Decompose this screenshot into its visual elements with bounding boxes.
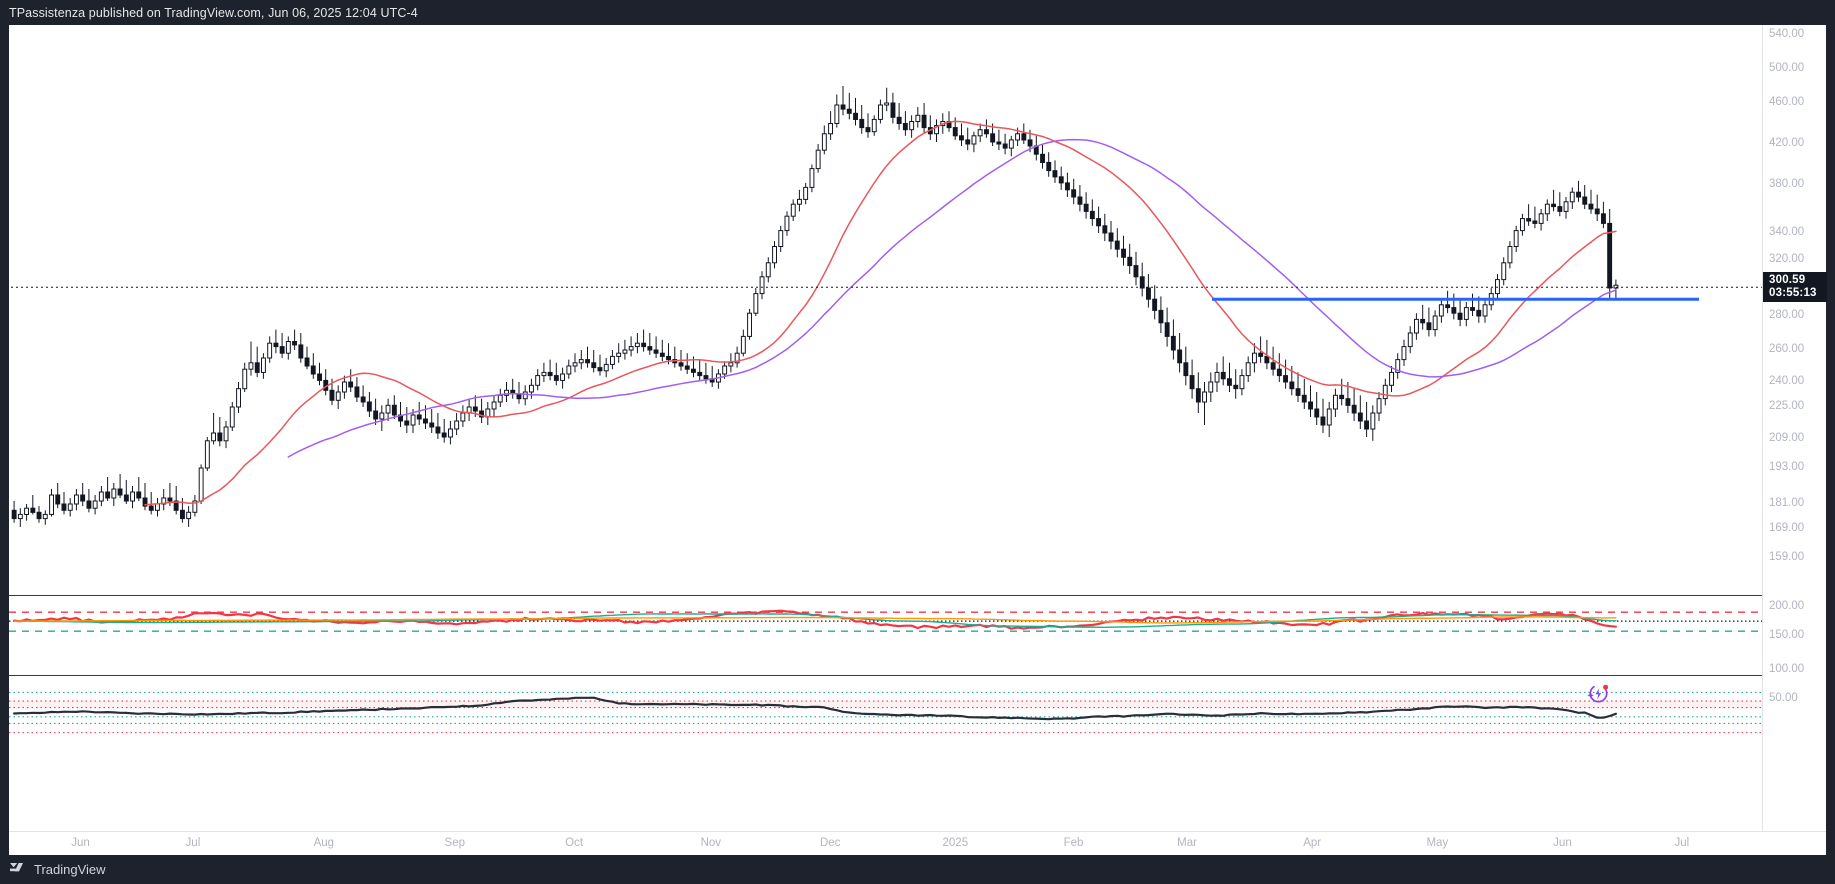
ma-fast-line — [144, 120, 1617, 506]
price-tick: 169.00 — [1769, 522, 1805, 534]
bar-countdown: 03:55:13 — [1769, 287, 1817, 300]
ma-slow-line — [287, 138, 1617, 458]
trend-oscillator-line — [13, 696, 1617, 721]
indicator-price-tick: 150.00 — [1769, 629, 1805, 641]
time-tick: Apr — [1303, 837, 1322, 849]
price-tick: 460.00 — [1769, 96, 1805, 108]
price-tick: 380.00 — [1769, 178, 1805, 190]
price-tick: 209.00 — [1769, 432, 1805, 444]
price-tick: 500.00 — [1769, 62, 1805, 74]
tradingview-logo[interactable]: TradingView — [10, 862, 106, 877]
indicator-price-tick: 200.00 — [1769, 600, 1805, 612]
time-tick: Aug — [313, 837, 335, 849]
price-scale[interactable]: 540.00 500.00 460.00 420.00 380.00 340.00 320.… — [1762, 25, 1827, 831]
time-tick: Oct — [565, 837, 584, 849]
price-tick: 340.00 — [1769, 226, 1805, 238]
time-tick: Jul — [185, 837, 201, 849]
price-tick: 193.00 — [1769, 461, 1805, 473]
footer-bar: TradingView — [0, 855, 1835, 884]
momentum-smooth-green-line — [13, 613, 1617, 628]
indicator-trend-svg — [9, 691, 1762, 734]
price-pane[interactable] — [9, 25, 1762, 595]
time-tick: Jul — [1674, 837, 1690, 849]
trend-band-shading — [9, 701, 1762, 708]
indicator-price-tick: 100.00 — [1769, 663, 1805, 675]
price-tick: 240.00 — [1769, 375, 1805, 387]
candlestick-series — [11, 86, 1619, 527]
indicator-momentum-svg — [9, 609, 1762, 632]
publish-bar: TPassistenza published on TradingView.co… — [0, 0, 1835, 25]
price-tick: 181.00 — [1769, 497, 1805, 509]
price-tick: 159.00 — [1769, 551, 1805, 563]
time-scale[interactable]: Jun Jul Aug Sep Oct Nov Dec 2025 Feb Mar Apr May Jun… — [9, 831, 1826, 855]
current-price-tag: 300.59 03:55:13 — [1763, 272, 1827, 303]
indicator-pane-trend[interactable] — [9, 676, 1762, 755]
current-price-value: 300.59 — [1769, 274, 1806, 287]
price-tick: 280.00 — [1769, 309, 1805, 321]
time-tick: Feb — [1063, 837, 1084, 849]
time-tick: May — [1426, 837, 1449, 849]
ai-sparkle-icon[interactable] — [1585, 680, 1611, 706]
indicator-pane-momentum[interactable] — [9, 596, 1762, 675]
time-tick: Dec — [819, 837, 841, 849]
price-tick: 260.00 — [1769, 343, 1805, 355]
tradingview-logo-text: TradingView — [34, 862, 106, 877]
price-tick: 540.00 — [1769, 28, 1805, 40]
price-tick: 420.00 — [1769, 137, 1805, 149]
time-tick: Jun — [71, 837, 90, 849]
chart-frame: Tesla, Inc. · 1D · NASDAQ O298.83 H305.5… — [9, 25, 1827, 855]
time-tick: Jun — [1553, 837, 1572, 849]
momentum-smooth-orange-line — [13, 616, 1617, 624]
indicator-price-tick: 50.00 — [1769, 692, 1798, 704]
time-tick: Sep — [444, 837, 465, 849]
price-tick: 320.00 — [1769, 253, 1805, 265]
tradingview-logo-icon — [10, 863, 23, 872]
pane-separator-1 — [9, 595, 1762, 596]
time-tick: Mar — [1177, 837, 1197, 849]
price-chart-svg — [11, 86, 1762, 527]
price-tick: 225.00 — [1769, 400, 1805, 412]
pane-separator-2 — [9, 675, 1762, 676]
time-tick: 2025 — [942, 837, 969, 849]
publish-text: TPassistenza published on TradingView.co… — [9, 5, 418, 20]
time-tick: Nov — [700, 837, 722, 849]
